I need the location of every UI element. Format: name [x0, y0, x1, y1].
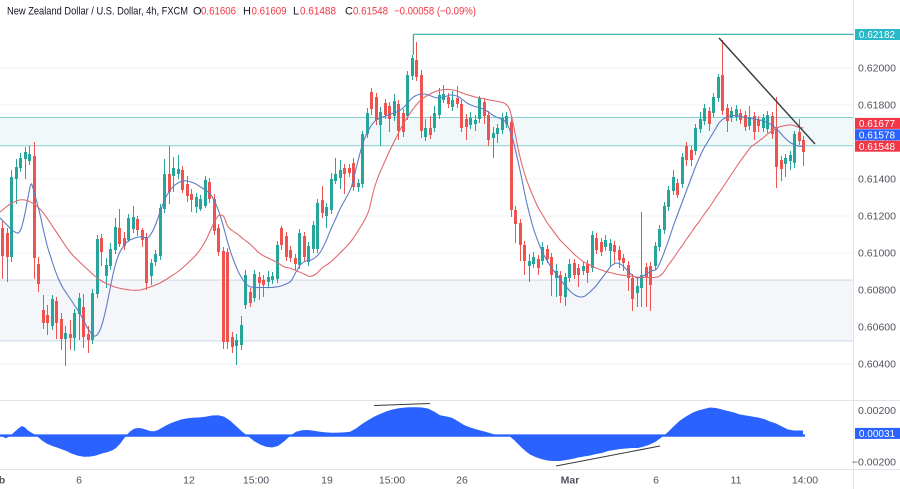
svg-text:0.61606: 0.61606 — [201, 6, 236, 18]
svg-text:0.61548: 0.61548 — [859, 142, 896, 153]
svg-text:0.61488: 0.61488 — [300, 6, 336, 18]
svg-text:0.61200: 0.61200 — [858, 211, 896, 223]
svg-text:b: b — [0, 475, 5, 487]
svg-text:H: H — [243, 6, 251, 18]
svg-text:15:00: 15:00 — [243, 475, 269, 487]
svg-text:Mar: Mar — [561, 475, 580, 487]
svg-text:0.60400: 0.60400 — [858, 359, 896, 371]
svg-text:0.61548: 0.61548 — [353, 6, 388, 18]
svg-text:0.60600: 0.60600 — [858, 322, 896, 334]
svg-text:0.00031: 0.00031 — [859, 429, 896, 440]
svg-text:0.61800: 0.61800 — [858, 100, 896, 112]
svg-text:0.61609: 0.61609 — [252, 6, 287, 18]
svg-text:6: 6 — [653, 475, 659, 487]
svg-text:0.61578: 0.61578 — [859, 130, 896, 141]
svg-text:0.62000: 0.62000 — [858, 63, 896, 75]
svg-text:L: L — [293, 6, 299, 18]
svg-text:14:00: 14:00 — [792, 475, 818, 487]
svg-text:New Zealand Dollar / U.S. Doll: New Zealand Dollar / U.S. Dollar, 4h, FX… — [7, 6, 188, 18]
svg-text:19: 19 — [321, 475, 333, 487]
svg-text:6: 6 — [76, 475, 82, 487]
svg-text:0.60800: 0.60800 — [858, 285, 896, 297]
svg-text:0.61000: 0.61000 — [858, 248, 896, 260]
svg-text:0.61677: 0.61677 — [859, 119, 896, 130]
svg-text:15:00: 15:00 — [379, 475, 405, 487]
svg-text:C: C — [345, 6, 353, 18]
svg-text:−0.00200: −0.00200 — [852, 457, 896, 469]
svg-text:−0.00058 (−0.09%): −0.00058 (−0.09%) — [394, 6, 476, 18]
svg-text:O: O — [193, 6, 202, 18]
svg-text:12: 12 — [183, 475, 195, 487]
svg-text:26: 26 — [456, 475, 468, 487]
svg-text:0.61400: 0.61400 — [858, 174, 896, 186]
svg-text:11: 11 — [731, 475, 742, 487]
svg-text:0.62182: 0.62182 — [859, 30, 896, 41]
svg-text:0.00200: 0.00200 — [858, 405, 896, 417]
